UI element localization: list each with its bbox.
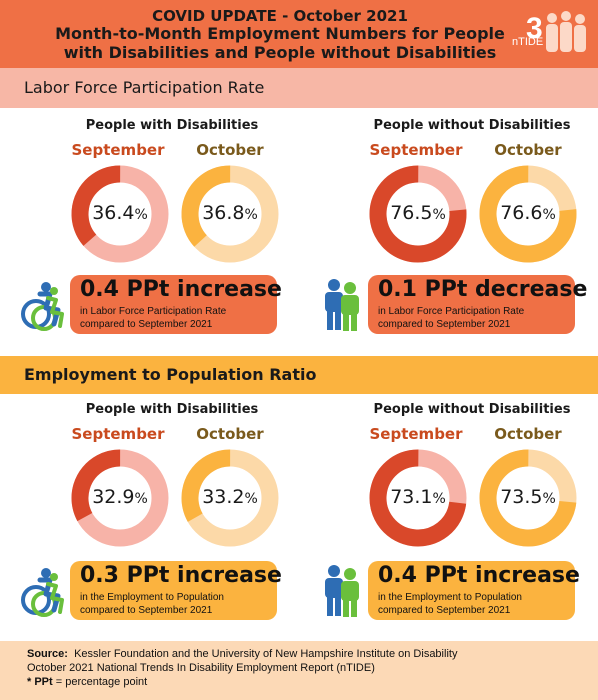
change-box: 0.1 PPt decrease in Labor Force Particip… [368,275,587,334]
donut-value-arc [181,165,279,263]
donut-value: 33.2% [202,486,258,508]
donut-chart [479,449,577,547]
footer: Source: Kessler Foundation and the Unive… [0,641,598,700]
donut-chart [181,165,279,263]
donut-value: 73.1% [390,486,446,508]
group-label: People with Disabilities [85,402,259,417]
logo-text: nTIDE [512,36,544,48]
donut-value: 76.6% [500,202,556,224]
two-people-icon [320,278,366,337]
footer-report: October 2021 National Trends In Disabili… [27,662,375,674]
group-label: People with Disabilities [85,118,259,133]
footer-source: Source: Kessler Foundation and the Unive… [27,648,458,660]
change-headline: 0.4 PPt increase [80,277,282,302]
donut-chart [369,449,467,547]
section-title: Employment to Population Ratio [24,365,317,384]
donut-value-arc [71,449,169,547]
donut-value: 73.5% [500,486,556,508]
donut-value: 76.5% [390,202,446,224]
wheelchair-accessibility-icon [18,280,68,337]
ntide-logo: 3 nTIDE [500,6,592,64]
donut-value-arc [479,449,577,547]
two-people-icon [320,564,366,623]
section-bar-employment-population: Employment to Population Ratio [0,356,598,394]
month-label-october: October [494,141,562,159]
month-label-september: September [369,141,463,159]
month-label-october: October [494,425,562,443]
donut-chart [71,165,169,263]
change-detail-line-2: compared to September 2021 [80,319,213,330]
change-headline: 0.4 PPt increase [378,563,580,588]
donut-chart [479,165,577,263]
donut-value: 32.9% [92,486,148,508]
wheelchair-accessibility-icon [18,566,68,623]
change-detail-line-1: in Labor Force Participation Rate [80,306,227,317]
change-box: 0.3 PPt increase in the Employment to Po… [70,561,282,620]
change-headline: 0.1 PPt decrease [378,277,588,302]
donut-value: 36.4% [92,202,148,224]
footer-ppt-note: * PPt = percentage point [27,676,148,688]
change-box: 0.4 PPt increase in Labor Force Particip… [70,275,282,334]
change-detail-line-1: in Labor Force Participation Rate [378,306,525,317]
donut-value: 36.8% [202,202,258,224]
header-line-3: with Disabilities and People without Dis… [63,43,497,62]
month-label-september: September [71,425,165,443]
group-label: People without Disabilities [373,402,571,417]
donut-value-arc [369,449,467,547]
change-box: 0.4 PPt increase in the Employment to Po… [368,561,580,620]
change-detail-line-2: compared to September 2021 [378,605,511,616]
header-line-2: Month-to-Month Employment Numbers for Pe… [55,24,505,43]
header-line-1: COVID UPDATE - October 2021 [152,7,408,25]
group-label: People without Disabilities [373,118,571,133]
month-label-september: September [369,425,463,443]
donut-chart [71,449,169,547]
change-detail-line-2: compared to September 2021 [378,319,511,330]
change-headline: 0.3 PPt increase [80,563,282,588]
donut-value-arc [369,165,467,263]
month-label-october: October [196,425,264,443]
svg-text:3: 3 [526,12,543,45]
change-detail-line-1: in the Employment to Population [378,592,522,603]
month-label-october: October [196,141,264,159]
section-title: Labor Force Participation Rate [24,78,265,97]
change-detail-line-2: compared to September 2021 [80,605,213,616]
section-bar-labor-force: Labor Force Participation Rate [0,68,598,108]
month-label-september: September [71,141,165,159]
change-detail-line-1: in the Employment to Population [80,592,224,603]
donut-chart [181,449,279,547]
donut-chart [369,165,467,263]
header-banner: COVID UPDATE - October 2021 Month-to-Mon… [0,0,598,68]
donut-value-arc [71,165,169,263]
